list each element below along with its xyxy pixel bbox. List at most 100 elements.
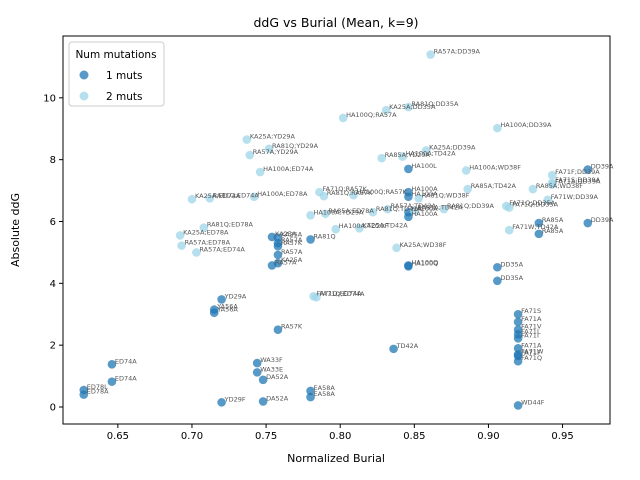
data-point-2-muts <box>439 204 449 214</box>
data-point-label: RA81Q;TD42A <box>376 205 423 213</box>
data-point-2-muts <box>331 224 341 234</box>
data-point-label: HA100A <box>411 185 438 193</box>
data-point-1-muts <box>306 386 315 396</box>
legend-marker-1-muts <box>79 70 89 80</box>
data-point-2-muts <box>410 206 419 215</box>
data-point-2-muts <box>398 152 407 161</box>
data-point-label: YD29F <box>224 395 246 403</box>
x-axis-label: Normalized Burial <box>287 452 385 465</box>
data-point-1-muts <box>252 358 262 368</box>
data-point-label: HA100Q <box>411 258 438 266</box>
data-point-2-muts <box>426 50 435 59</box>
y-tick-label: 4 <box>50 279 56 290</box>
data-point-2-muts <box>504 225 514 235</box>
data-point-label: RA57A <box>275 258 297 266</box>
data-point-1-muts <box>258 397 268 406</box>
data-point-label: FA71I <box>521 331 539 339</box>
data-point-2-muts <box>528 184 538 194</box>
data-point-1-muts <box>534 218 544 228</box>
data-point-label: RA81Q <box>314 232 336 240</box>
data-point-2-muts <box>461 166 471 175</box>
data-point-label: RA85A <box>542 227 564 235</box>
data-point-2-muts <box>355 223 364 233</box>
chart-title: ddG vs Burial (Mean, k=9) <box>253 15 418 30</box>
data-point-1-muts <box>493 276 502 286</box>
data-point-label: HA100A;ED74A <box>263 165 314 173</box>
data-point-label: HA100Q;RA57K <box>357 188 408 196</box>
data-point-1-muts <box>217 398 226 407</box>
data-point-label: FA71F;DD39A <box>555 168 600 176</box>
data-point-2-muts <box>421 146 431 155</box>
data-point-label: FA71W <box>521 347 544 355</box>
data-point-label: FA71S;DD39A <box>555 176 600 184</box>
y-axis-label: Absolute ddG <box>9 193 22 267</box>
data-point-label: DD35A <box>500 260 523 268</box>
data-point-2-muts <box>199 223 209 232</box>
data-point-label: HA100Q <box>411 259 438 267</box>
data-point-label: DA52A <box>266 394 289 402</box>
y-tick-label: 2 <box>50 341 56 352</box>
data-point-2-muts <box>463 184 472 194</box>
data-point-2-muts <box>312 292 321 302</box>
data-point-2-muts <box>175 231 185 240</box>
data-point-label: RA81Q;RA57K <box>327 189 373 197</box>
data-point-2-muts <box>192 248 201 257</box>
data-point-label: KA25A;DD39A <box>429 143 476 151</box>
data-point-label: DD35A <box>500 274 523 282</box>
data-point-2-muts <box>242 135 252 144</box>
legend: Num mutations 1 muts 2 muts <box>68 41 165 107</box>
data-point-2-muts <box>321 209 330 219</box>
data-point-label: RA57A <box>281 236 303 244</box>
data-point-label: KA25A;WD38F <box>400 241 447 249</box>
data-point-label: RA85A <box>542 216 564 224</box>
y-tick-label: 0 <box>50 402 56 413</box>
data-point-label: KA25A <box>281 256 303 264</box>
x-tick-label: 0.90 <box>477 431 499 442</box>
data-point-label: HA100A <box>411 210 438 218</box>
data-point-1-muts <box>404 164 413 174</box>
data-point-1-muts <box>493 262 502 272</box>
data-point-label: FA71Q;RA57K <box>322 185 367 193</box>
data-point-1-muts <box>107 360 117 369</box>
y-tick-label: 8 <box>50 155 56 166</box>
data-point-label: FA71W;TD42A <box>512 223 559 231</box>
data-point-2-muts <box>414 194 424 203</box>
data-point-2-muts <box>249 192 259 202</box>
data-point-label: RA81Q;ED74A <box>213 191 260 199</box>
data-point-1-muts <box>389 344 398 354</box>
y-axis: 0 2 4 6 8 10 <box>43 93 63 413</box>
data-point-label: ED74A <box>115 357 137 365</box>
data-point-label: KA25A <box>281 231 303 239</box>
data-point-label: WA33F <box>260 356 283 364</box>
data-point-label: FA71F <box>521 349 541 357</box>
data-point-label: RA81Q;ED78A <box>207 221 254 229</box>
data-point-2-muts <box>377 153 387 163</box>
data-point-label: RA81Q;DD35A <box>411 100 459 108</box>
data-point-label: TD42A <box>396 342 419 350</box>
x-axis: 0.65 0.70 0.75 0.80 0.85 0.90 0.95 <box>107 424 574 442</box>
data-point-label: HA100A;TD29F <box>339 222 389 230</box>
data-point-label: RA81Q;WD38F <box>422 191 470 199</box>
data-point-label: FA71V <box>521 323 542 331</box>
data-point-1-muts <box>513 356 523 366</box>
data-point-1-muts <box>273 325 283 335</box>
data-point-1-muts <box>273 258 283 268</box>
data-point-label: RA85A;TD42A <box>471 182 517 190</box>
data-point-1-muts <box>306 235 315 244</box>
points-layer <box>79 50 593 410</box>
data-point-label: KA25A;DD35A <box>389 103 436 111</box>
data-point-label: ED78L <box>87 383 108 391</box>
data-point-label: YA56A <box>216 303 238 311</box>
data-point-1-muts <box>513 317 523 327</box>
data-point-label: ED78A <box>87 388 109 396</box>
data-point-label: RA57A;YD29A <box>253 148 299 156</box>
data-point-1-muts <box>273 250 283 260</box>
x-tick-label: 0.80 <box>329 431 351 442</box>
legend-marker-2-muts <box>79 91 89 101</box>
data-point-2-muts <box>547 170 557 180</box>
data-point-2-muts <box>319 191 329 201</box>
x-tick-label: 0.95 <box>551 431 573 442</box>
x-tick-label: 0.85 <box>403 431 425 442</box>
data-point-label: RA81Q;YD29A <box>272 142 319 150</box>
data-point-2-muts <box>306 211 315 220</box>
